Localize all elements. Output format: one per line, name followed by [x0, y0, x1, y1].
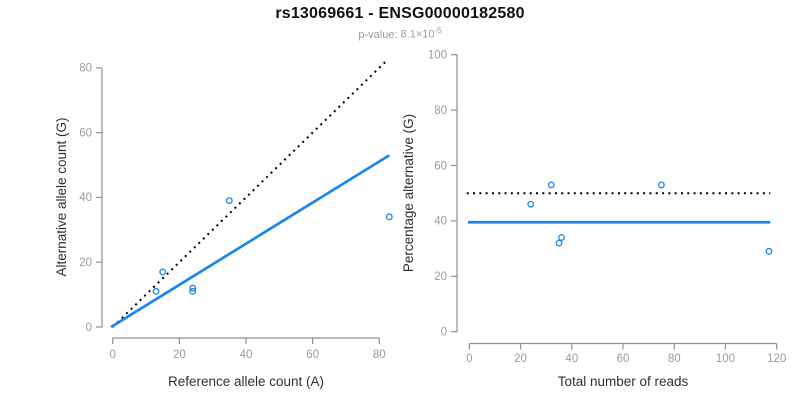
right-y-tick-label: 60 — [434, 160, 447, 172]
right-data-point — [765, 247, 773, 255]
right-data-point — [555, 239, 563, 247]
left-y-tick-label: 80 — [79, 63, 92, 75]
right-x-tick-label: 80 — [668, 353, 681, 365]
right-x-tick-label: 20 — [514, 353, 527, 365]
right-data-point — [547, 181, 555, 189]
chart-subtitle: p-value: 8.1×10-5 — [0, 26, 800, 41]
pvalue-exponent: -5 — [434, 26, 442, 35]
left-fit-line — [110, 154, 391, 329]
left-identity-line — [112, 60, 387, 328]
left-y-tick-label: 20 — [79, 257, 92, 269]
right-x-tick-label: 0 — [466, 353, 472, 365]
right-x-tick-label: 40 — [565, 353, 578, 365]
right-y-tick-label: 0 — [441, 327, 447, 339]
right-data-point — [527, 200, 535, 208]
left-x-axis-label: Reference allele count (A) — [168, 374, 324, 389]
pvalue-base: 8.1×10 — [400, 28, 435, 41]
left-y-tick-label: 40 — [79, 192, 92, 204]
pvalue-label: p-value: — [358, 28, 398, 41]
left-y-tick-label: 60 — [79, 127, 92, 139]
right-x-tick-label: 100 — [716, 353, 735, 365]
left-x-tick-label: 60 — [306, 349, 319, 361]
left-data-point — [159, 268, 167, 276]
left-data-point — [189, 284, 197, 292]
left-x-tick-label: 20 — [173, 349, 186, 361]
left-x-tick-label: 40 — [240, 349, 253, 361]
right-y-tick-label: 20 — [434, 271, 447, 283]
right-y-tick-label: 40 — [434, 216, 447, 228]
right-data-point — [558, 234, 565, 241]
left-data-point — [385, 213, 393, 221]
left-x-tick-label: 0 — [109, 349, 115, 361]
left-data-point — [152, 287, 160, 295]
chart-title: rs13069661 - ENSG00000182580 — [275, 5, 525, 22]
right-x-tick-label: 120 — [767, 353, 786, 365]
left-data-point — [225, 197, 233, 205]
right-y-tick-label: 100 — [428, 50, 447, 62]
right-y-axis-label: Percentage alternative (G) — [401, 114, 416, 272]
right-x-axis-label: Total number of reads — [558, 374, 689, 389]
left-y-tick-label: 0 — [86, 322, 92, 334]
left-data-point — [189, 287, 197, 295]
right-x-tick-label: 60 — [617, 353, 630, 365]
left-x-tick-label: 80 — [373, 349, 386, 361]
left-y-axis-label: Alternative allele count (G) — [54, 117, 69, 276]
right-data-point — [657, 181, 665, 189]
right-y-tick-label: 80 — [434, 105, 447, 117]
